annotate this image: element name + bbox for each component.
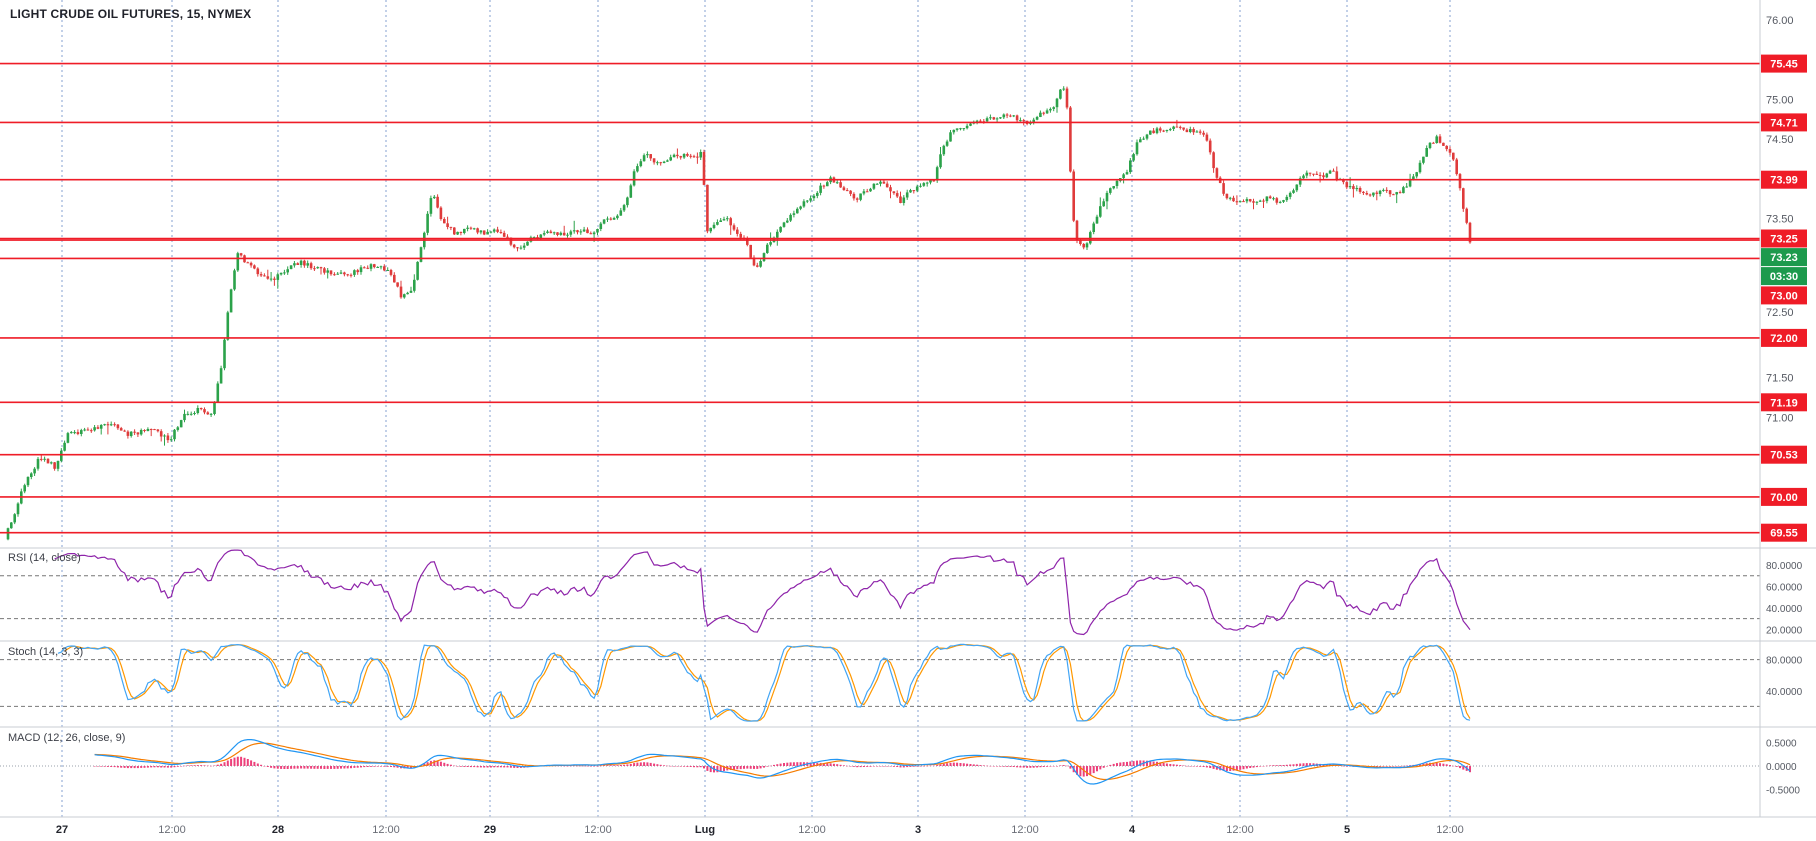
stoch-band-lines (0, 659, 1760, 707)
svg-text:74.71: 74.71 (1770, 117, 1798, 129)
time-axis[interactable]: 27 12:00 28 12:00 29 12:00 Lug 12:00 3 12:00 4 12:0… (56, 824, 1464, 836)
svg-text:Lug: Lug (695, 824, 715, 836)
svg-text:71.00: 71.00 (1766, 412, 1794, 424)
stoch-axis[interactable]: 80.0000 40.0000 (1766, 656, 1803, 698)
svg-text:80.0000: 80.0000 (1766, 561, 1803, 572)
svg-text:5: 5 (1344, 824, 1350, 836)
svg-text:0.0000: 0.0000 (1766, 762, 1797, 773)
svg-text:03:30: 03:30 (1770, 271, 1798, 283)
svg-text:40.0000: 40.0000 (1766, 604, 1803, 615)
svg-text:80.0000: 80.0000 (1766, 656, 1803, 667)
price-axis[interactable]: 76.00 75.00 74.50 73.50 72.50 71.50 71.00 75.45… (1761, 15, 1807, 542)
pane-separators (0, 0, 1816, 818)
stoch-d-line (64, 643, 1471, 722)
svg-text:12:00: 12:00 (798, 824, 826, 836)
svg-text:-0.5000: -0.5000 (1766, 786, 1800, 797)
svg-text:74.50: 74.50 (1766, 134, 1794, 146)
svg-text:73.50: 73.50 (1766, 214, 1794, 226)
session-gridlines (61, 0, 1451, 817)
svg-text:12:00: 12:00 (1011, 824, 1039, 836)
svg-text:71.50: 71.50 (1766, 373, 1794, 385)
rsi-line (54, 549, 1471, 636)
svg-text:12:00: 12:00 (1226, 824, 1254, 836)
macd-histogram (93, 756, 1471, 777)
svg-text:29: 29 (484, 824, 496, 836)
svg-text:69.55: 69.55 (1770, 528, 1798, 540)
macd-axis[interactable]: 0.5000 0.0000 -0.5000 (1766, 739, 1800, 797)
svg-text:70.00: 70.00 (1770, 492, 1798, 504)
svg-text:73.23: 73.23 (1770, 252, 1798, 264)
svg-text:75.45: 75.45 (1770, 59, 1798, 71)
svg-text:70.53: 70.53 (1770, 450, 1798, 462)
rsi-axis[interactable]: 80.0000 60.0000 40.0000 20.0000 (1766, 561, 1803, 636)
svg-text:72.50: 72.50 (1766, 307, 1794, 319)
svg-text:12:00: 12:00 (158, 824, 186, 836)
svg-text:60.0000: 60.0000 (1766, 583, 1803, 594)
svg-text:3: 3 (915, 824, 921, 836)
macd-line (94, 738, 1471, 785)
svg-text:0.5000: 0.5000 (1766, 739, 1797, 750)
svg-text:4: 4 (1129, 824, 1136, 836)
stoch-k-line (57, 643, 1471, 722)
svg-text:12:00: 12:00 (372, 824, 400, 836)
macd-signal-line (94, 742, 1471, 781)
svg-text:27: 27 (56, 824, 68, 836)
horizontal-price-lines[interactable] (0, 62, 1760, 534)
svg-text:76.00: 76.00 (1766, 15, 1794, 27)
svg-text:73.25: 73.25 (1770, 234, 1798, 246)
svg-text:40.0000: 40.0000 (1766, 687, 1803, 698)
svg-text:73.00: 73.00 (1770, 290, 1798, 302)
svg-text:71.19: 71.19 (1770, 397, 1798, 409)
svg-text:72.00: 72.00 (1770, 333, 1798, 345)
rsi-band-lines (0, 575, 1760, 620)
svg-text:73.99: 73.99 (1770, 175, 1798, 187)
candlesticks (6, 86, 1472, 541)
svg-text:12:00: 12:00 (1436, 824, 1464, 836)
svg-text:75.00: 75.00 (1766, 94, 1794, 106)
svg-text:20.0000: 20.0000 (1766, 625, 1803, 636)
svg-text:12:00: 12:00 (584, 824, 612, 836)
svg-text:28: 28 (272, 824, 284, 836)
